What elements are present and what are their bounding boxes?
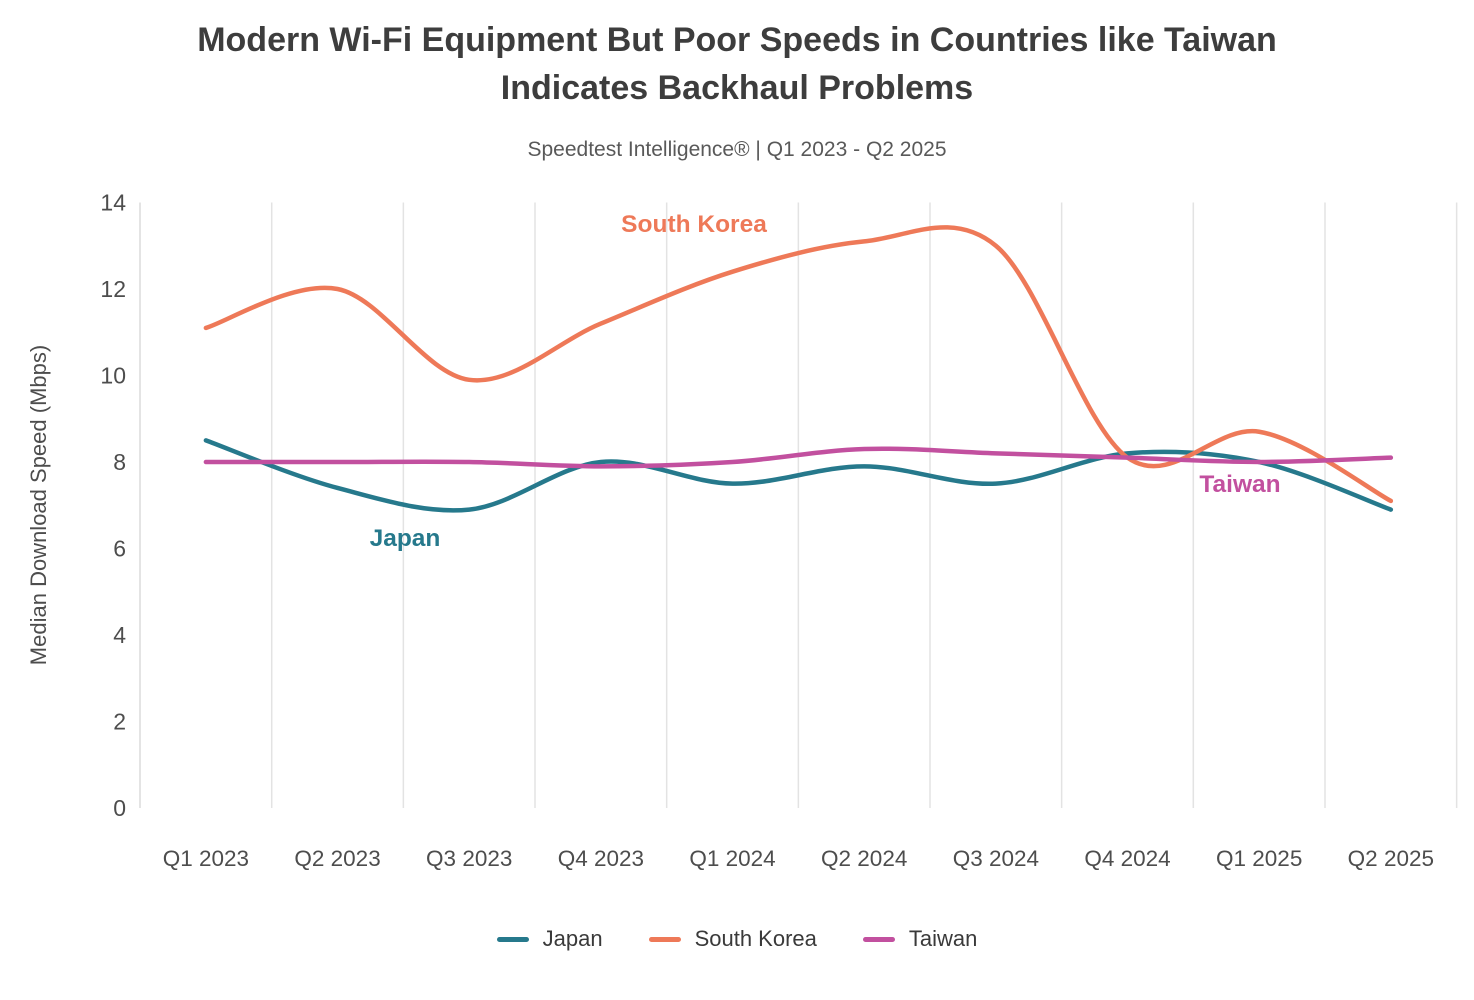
x-tick-label: Q1 2023: [163, 846, 249, 871]
legend-label: Taiwan: [908, 926, 978, 951]
legend-label: South Korea: [694, 926, 817, 951]
legend-label: Japan: [542, 926, 603, 951]
x-tick-label: Q3 2023: [426, 846, 512, 871]
series-label-japan: Japan: [370, 525, 441, 552]
y-tick-label: 6: [113, 536, 126, 562]
y-tick-label: 4: [113, 622, 126, 648]
chart-subtitle: Speedtest Intelligence® | Q1 2023 - Q2 2…: [527, 138, 947, 161]
y-tick-label: 14: [100, 190, 126, 216]
series-label-south-korea: South Korea: [621, 211, 767, 238]
legend-swatch-icon: [862, 936, 895, 942]
chart-title-line-1: Modern Wi-Fi Equipment But Poor Speeds i…: [197, 21, 1277, 59]
x-tick-label: Q2 2023: [294, 846, 380, 871]
y-tick-label: 8: [113, 449, 126, 475]
x-tick-label: Q3 2024: [953, 846, 1039, 871]
y-tick-label: 0: [113, 795, 126, 821]
legend-swatch-icon: [648, 936, 681, 942]
legend-swatch-icon: [496, 936, 529, 942]
series-label-taiwan: Taiwan: [1199, 471, 1280, 498]
x-tick-label: Q4 2024: [1084, 846, 1170, 871]
x-tick-label: Q1 2024: [689, 846, 775, 871]
x-tick-label: Q2 2024: [821, 846, 907, 871]
y-tick-label: 12: [100, 276, 126, 302]
series-line-taiwan: [203, 446, 1394, 469]
x-tick-label: Q1 2025: [1216, 846, 1302, 871]
y-tick-label: 10: [100, 363, 126, 389]
y-axis-title: Median Download Speed (Mbps): [26, 345, 51, 665]
legend-item-taiwan: Taiwan: [862, 926, 978, 952]
x-tick-label: Q4 2023: [558, 846, 644, 871]
legend-item-japan: Japan: [496, 926, 603, 952]
x-tick-label: Q2 2025: [1348, 846, 1434, 871]
legend-item-south-korea: South Korea: [648, 926, 817, 952]
chart-title-line-2: Indicates Backhaul Problems: [500, 69, 974, 107]
chart-legend: Japan South Korea Taiwan: [0, 926, 1474, 952]
series-line-south-korea: [203, 225, 1394, 504]
y-tick-label: 2: [113, 709, 126, 735]
chart-title: Modern Wi-Fi Equipment But Poor Speeds i…: [0, 16, 1474, 112]
